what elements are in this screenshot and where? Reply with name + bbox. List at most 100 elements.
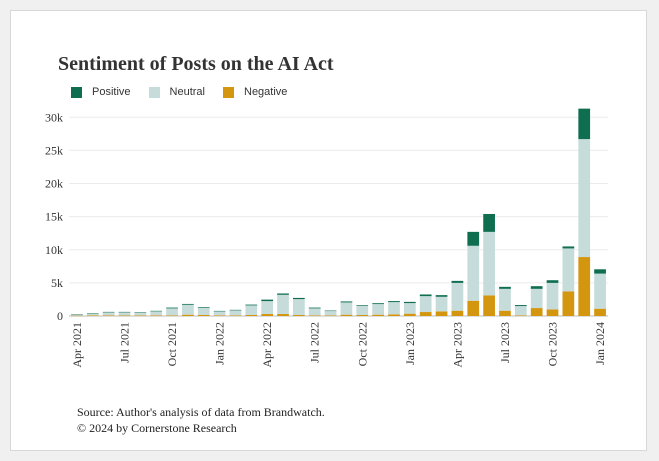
bar-neutral [546, 282, 559, 310]
legend-label-neutral: Neutral [169, 86, 205, 98]
bar-neutral [578, 139, 591, 258]
bar-positive [530, 286, 543, 289]
x-tick-label: Jan 2022 [213, 322, 227, 365]
bar-positive [182, 303, 194, 305]
bar-positive [102, 311, 115, 313]
bar-negative [499, 310, 511, 316]
bar-chart-plot: 0 5k 10k 15k 20k 25k 30k Apr 2021 Jul 2021 Oct 2… [45, 108, 608, 368]
x-axis-ticks: Apr 2021 Jul 2021 Oct 2021 Jan 2022 Apr 2022… [70, 322, 607, 368]
legend-item-negative: Negative [223, 86, 287, 98]
x-tick-label: Oct 2022 [355, 322, 369, 366]
bar-negative [293, 315, 305, 316]
x-tick-label: Apr 2022 [260, 322, 274, 368]
x-tick-label: Jan 2024 [593, 322, 607, 365]
legend-item-positive: Positive [71, 86, 131, 98]
bar-neutral [594, 273, 606, 309]
bar-negative [562, 291, 575, 316]
x-tick-label: Jul 2022 [308, 322, 322, 363]
bar-positive [403, 301, 416, 304]
bar-positive [118, 311, 131, 313]
bar-positive [388, 301, 400, 303]
x-tick-label: Oct 2023 [546, 322, 560, 366]
bar-neutral [166, 308, 178, 316]
bar-negative [530, 308, 543, 316]
gridlines [69, 116, 608, 317]
bar-negative [102, 315, 115, 316]
bar-negative [467, 300, 480, 316]
source-note: Source: Author's analysis of data from B… [77, 404, 325, 436]
bar-negative [578, 257, 591, 316]
bar-neutral [419, 296, 432, 313]
bar-positive [150, 310, 163, 312]
bar-negative [372, 314, 384, 316]
bar-negative [451, 310, 464, 316]
bar-neutral [340, 302, 353, 315]
bar-neutral [308, 308, 321, 316]
bar-neutral [182, 304, 194, 315]
bar-negative [118, 315, 131, 316]
bar-positive [594, 269, 606, 274]
legend-swatch-positive [71, 86, 82, 98]
bar-neutral [229, 310, 242, 316]
bar-positive [261, 299, 274, 302]
x-tick-label: Oct 2021 [165, 322, 179, 366]
bar-neutral [388, 302, 400, 315]
bar-positive [372, 303, 384, 305]
bar-negative [213, 315, 226, 316]
y-tick-label: 5k [51, 276, 63, 290]
bar-positive [166, 307, 178, 309]
bar-neutral [356, 305, 369, 316]
bar-negative [340, 314, 353, 316]
bar-neutral [467, 245, 480, 301]
bar-negative [594, 308, 606, 316]
y-tick-label: 15k [45, 210, 63, 224]
legend-swatch-negative [223, 86, 234, 98]
y-tick-label: 10k [45, 243, 63, 257]
bar-positive [467, 231, 480, 246]
bar-negative [86, 315, 99, 316]
bar-neutral [245, 305, 258, 316]
bar-positive [229, 309, 242, 311]
bar-neutral [71, 314, 83, 316]
legend: Positive Neutral Negative [71, 86, 287, 98]
bar-positive [451, 280, 464, 283]
x-tick-label: Jul 2021 [117, 322, 131, 363]
bar-neutral [514, 306, 527, 316]
bar-neutral [213, 311, 226, 316]
bar-negative [277, 314, 289, 316]
bar-neutral [277, 294, 289, 315]
bar-positive [562, 246, 575, 249]
bar-negative [324, 315, 337, 316]
bar-negative [388, 314, 400, 316]
bar-neutral [197, 307, 210, 316]
bar-positive [277, 293, 289, 295]
bar-positive [340, 301, 353, 303]
y-tick-label: 0 [57, 309, 63, 323]
bar-positive [483, 213, 495, 232]
bars [71, 108, 606, 317]
bar-negative [435, 311, 448, 316]
bar-negative [71, 315, 83, 317]
bar-negative [229, 315, 242, 316]
y-axis-ticks: 0 5k 10k 15k 20k 25k 30k [45, 110, 63, 323]
bar-neutral [499, 288, 511, 311]
bar-neutral [530, 288, 543, 309]
bar-negative [514, 315, 527, 316]
legend-label-positive: Positive [92, 86, 131, 98]
x-tick-label: Jan 2023 [403, 322, 417, 365]
bar-positive [514, 305, 527, 307]
bar-positive [134, 312, 147, 313]
bar-negative [356, 315, 369, 316]
bar-negative [182, 314, 194, 316]
bar-neutral [483, 231, 495, 296]
bar-neutral [261, 301, 274, 315]
bar-neutral [293, 299, 305, 316]
chart-card: Sentiment of Posts on the AI Act Positiv… [10, 10, 647, 451]
bar-negative [245, 315, 258, 316]
bar-positive [293, 297, 305, 300]
bar-neutral [435, 296, 448, 312]
bar-positive [435, 295, 448, 297]
legend-label-negative: Negative [244, 86, 288, 98]
source-line: Source: Author's analysis of data from B… [77, 405, 325, 419]
y-tick-label: 20k [45, 177, 63, 191]
